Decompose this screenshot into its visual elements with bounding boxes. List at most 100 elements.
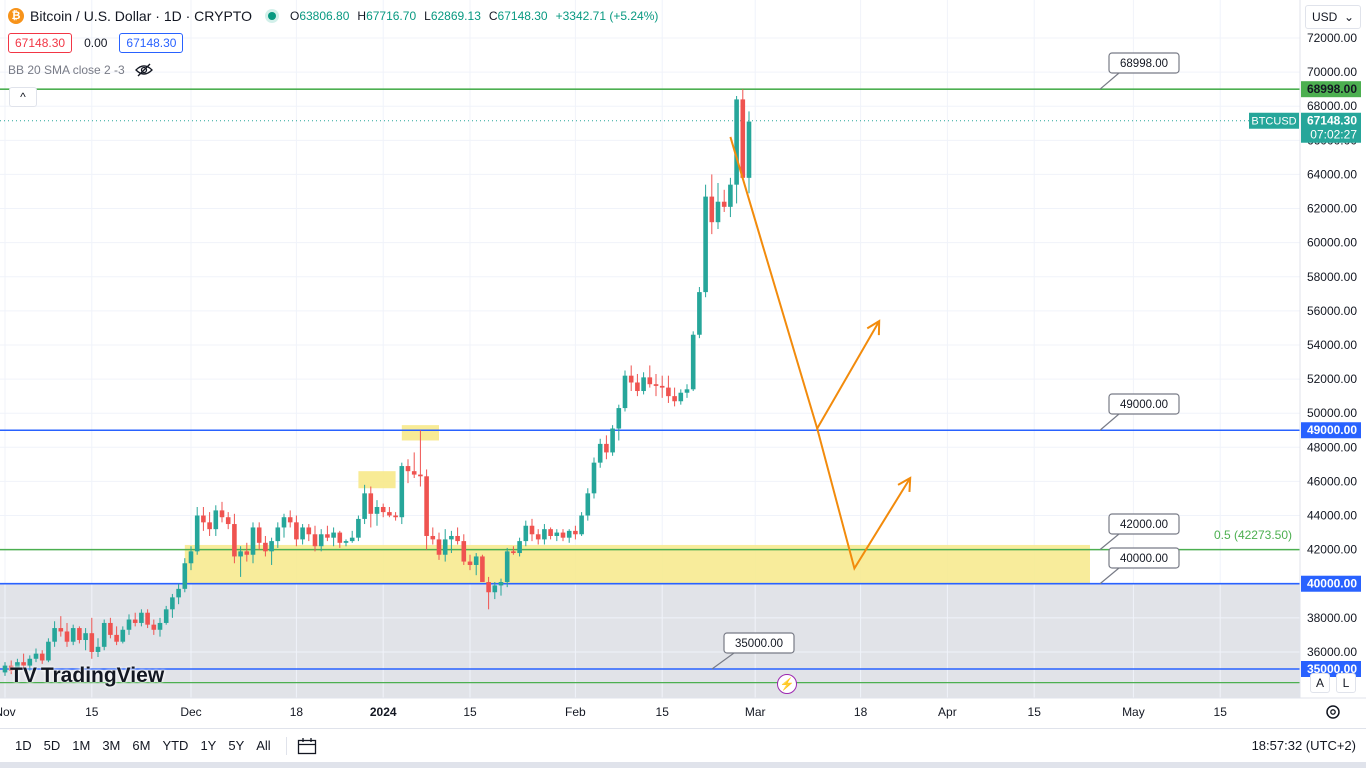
time-axis [0, 698, 1366, 728]
candle-down [64, 622, 70, 647]
candle-body [2, 665, 8, 673]
level-callout: 68998.00 [1099, 52, 1180, 90]
low-value: 62869.13 [430, 9, 481, 23]
axis-level-label: 40000.00 [1307, 577, 1357, 591]
candle-down [666, 375, 671, 403]
range-button-1m[interactable]: 1M [72, 738, 91, 753]
candle-body [95, 646, 101, 652]
level-callout: 42000.00 [1099, 513, 1180, 551]
currency-value: USD [1312, 10, 1338, 24]
candle-up [697, 286, 702, 339]
candle-down [535, 529, 541, 545]
calendar-icon[interactable] [297, 737, 317, 755]
candle-body [511, 551, 516, 554]
candle-body [207, 522, 212, 530]
candle-body [64, 631, 70, 642]
callout-label: 40000.00 [1120, 553, 1168, 565]
candle-down [312, 525, 318, 552]
candle-body [728, 184, 733, 207]
candle-body [579, 515, 584, 535]
clock[interactable]: 18:57:32 (UTC+2) [1251, 738, 1356, 753]
candle-up [101, 619, 107, 651]
log-scale-button[interactable]: L [1336, 673, 1356, 693]
candle-body [548, 529, 553, 536]
gear-hub [1330, 709, 1336, 715]
candle-body [573, 530, 578, 535]
candle-down [58, 616, 64, 637]
time-tick-label: 18 [290, 705, 304, 719]
candle-body [101, 622, 107, 647]
candle-up [616, 404, 622, 441]
range-button-3m[interactable]: 3M [102, 738, 121, 753]
range-button-5d[interactable]: 5D [43, 738, 61, 753]
candle-body [560, 532, 566, 538]
candle-body [659, 385, 665, 388]
candle-body [46, 641, 51, 661]
candle-body [380, 506, 386, 513]
indicator-legend[interactable]: BB 20 SMA close 2 -3 [8, 63, 153, 77]
symbol-title[interactable]: Bitcoin / U.S. Dollar · 1D · CRYPTO [30, 8, 252, 24]
range-button-1d[interactable]: 1D [15, 738, 32, 753]
candle-up [269, 537, 274, 565]
candle-up [622, 370, 628, 412]
indicator-label[interactable]: BB 20 SMA close 2 -3 [8, 63, 125, 77]
range-button-all[interactable]: All [256, 738, 271, 753]
spread-value: 0.00 [84, 36, 108, 50]
range-button-1y[interactable]: 1Y [200, 738, 217, 753]
candle-up [442, 529, 448, 562]
candle-body [610, 428, 615, 453]
price-chart[interactable]: 68998.00 49000.00 42000.00 40000.00 35000.00… [0, 0, 1366, 728]
range-button-6m[interactable]: 6M [132, 738, 151, 753]
candle-up [95, 638, 101, 658]
candle-up [250, 522, 256, 564]
auto-scale-button[interactable]: A [1310, 673, 1330, 693]
time-tick-label: 2024 [370, 705, 397, 719]
buy-button[interactable]: 67148.30 [119, 33, 184, 53]
candle-up [597, 438, 603, 468]
axis-level-tag [1301, 575, 1361, 592]
eye-hidden-icon[interactable] [134, 63, 153, 77]
candle-down [256, 522, 262, 550]
flash-icon[interactable]: ⚡ [777, 674, 797, 694]
range-button-5y[interactable]: 5Y [228, 738, 245, 753]
range-button-ytd[interactable]: YTD [162, 738, 189, 753]
price-tick-label: 38000.00 [1307, 611, 1357, 625]
settings-gear-icon[interactable] [1326, 705, 1340, 719]
candle-body [362, 493, 367, 519]
candle-body [442, 539, 448, 555]
candle-down [263, 535, 268, 557]
candle-down [461, 534, 467, 565]
fib-label: 0.5 (42273.50) [1214, 528, 1292, 542]
tradingview-logo[interactable]: TV TradingView [10, 664, 164, 688]
candle-body [387, 512, 392, 516]
candle-body [517, 541, 522, 554]
price-tick-label: 64000.00 [1307, 167, 1357, 181]
candle-down [548, 527, 553, 540]
candle-down [480, 554, 485, 583]
candle-body [39, 653, 45, 661]
callout-pointer [1099, 413, 1120, 431]
sell-button[interactable]: 67148.30 [8, 33, 73, 53]
currency-select[interactable]: USD ⌄ [1305, 5, 1361, 29]
candle-body [89, 633, 95, 652]
candle-body [734, 99, 739, 185]
collapse-legend-button[interactable]: ^ [9, 87, 37, 107]
candle-down [486, 576, 491, 610]
price-tick-label: 36000.00 [1307, 645, 1357, 659]
time-tick-label: Nov [0, 705, 16, 719]
arrowhead [866, 319, 881, 336]
candle-body [436, 539, 442, 555]
candle-down [294, 515, 299, 547]
price-tick-label: 70000.00 [1307, 65, 1357, 79]
symbol-tag [1249, 112, 1299, 129]
candle-up [684, 384, 690, 398]
candle-body [356, 518, 361, 538]
tradingview-logo-text: TradingView [40, 664, 165, 687]
candle-body [318, 534, 324, 547]
open-value: 63806.80 [299, 9, 350, 23]
time-tick-label: 15 [1214, 705, 1228, 719]
axis-level-label: 35000.00 [1307, 662, 1357, 676]
candle-down [647, 365, 653, 388]
price-tick-label: 62000.00 [1307, 202, 1357, 216]
candle-body [542, 529, 547, 540]
